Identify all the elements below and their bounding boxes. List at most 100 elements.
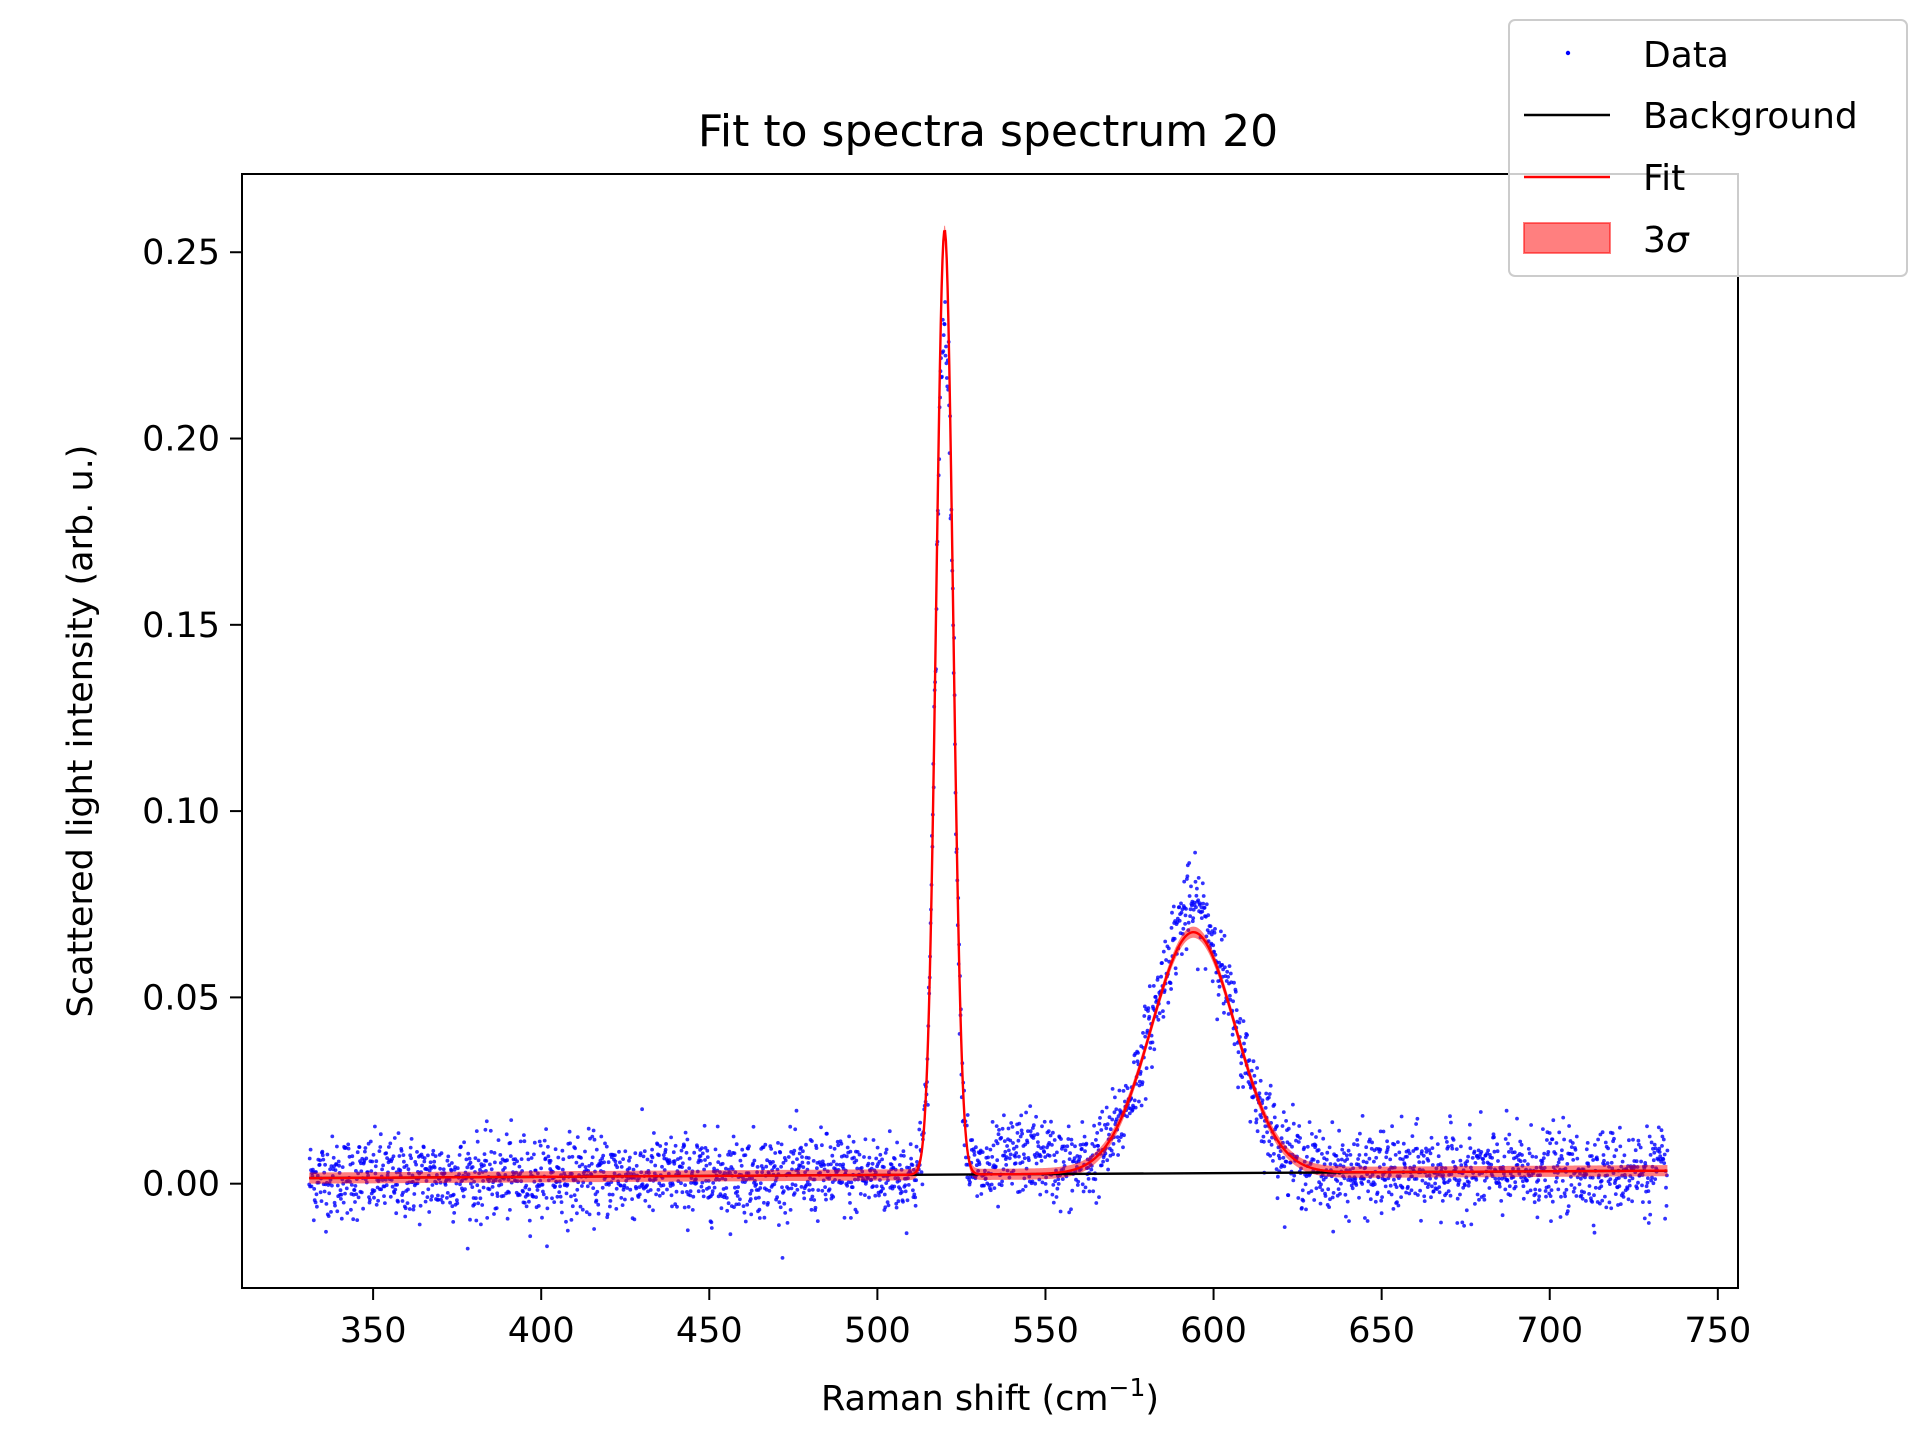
data-point: [1361, 1159, 1366, 1164]
data-point: [1362, 1176, 1366, 1181]
data-point: [1252, 1073, 1257, 1078]
data-point: [758, 1181, 763, 1186]
data-point: [795, 1187, 800, 1192]
data-point: [1297, 1124, 1302, 1128]
data-point: [1368, 1197, 1373, 1202]
data-point: [1163, 939, 1168, 944]
data-point: [1187, 894, 1192, 898]
data-point: [1067, 1210, 1072, 1215]
data-point: [1469, 1222, 1474, 1227]
data-point: [1664, 1185, 1668, 1190]
data-point: [1207, 930, 1211, 935]
data-point: [726, 1152, 730, 1157]
data-point: [1200, 909, 1205, 914]
data-point: [411, 1207, 416, 1212]
data-point: [333, 1203, 337, 1208]
data-point: [1584, 1147, 1589, 1152]
data-point: [567, 1129, 572, 1134]
data-point: [1217, 984, 1222, 989]
data-point: [1554, 1141, 1559, 1145]
data-point: [1608, 1177, 1613, 1181]
data-point: [1201, 894, 1206, 898]
data-point: [1593, 1185, 1598, 1190]
data-point: [1328, 1162, 1333, 1166]
data-point: [1194, 905, 1198, 910]
data-point: [705, 1148, 710, 1153]
data-point: [878, 1152, 883, 1157]
data-point: [315, 1204, 319, 1209]
data-point: [572, 1193, 577, 1197]
data-point: [1254, 1117, 1259, 1122]
data-point: [1599, 1184, 1604, 1189]
data-point: [664, 1142, 668, 1146]
data-point: [339, 1192, 344, 1197]
data-point: [753, 1196, 758, 1201]
data-point: [475, 1139, 480, 1144]
data-point: [574, 1160, 579, 1165]
data-point: [772, 1182, 777, 1187]
data-point: [1228, 971, 1233, 976]
chart-title: Fit to spectra spectrum 20: [698, 106, 1278, 157]
data-point: [1144, 1066, 1149, 1071]
data-point: [1024, 1110, 1028, 1115]
data-point: [776, 1141, 780, 1145]
data-point: [1070, 1188, 1075, 1193]
data-point: [1388, 1183, 1393, 1188]
data-point: [1497, 1181, 1502, 1186]
data-point: [1133, 1105, 1138, 1110]
data-point: [395, 1182, 399, 1187]
data-point: [638, 1151, 643, 1156]
data-point: [418, 1203, 423, 1208]
data-point: [397, 1154, 402, 1158]
data-point: [1612, 1154, 1617, 1159]
data-point: [788, 1208, 793, 1212]
data-point: [1505, 1178, 1510, 1183]
data-point: [1549, 1219, 1553, 1223]
data-point: [1345, 1199, 1350, 1204]
data-point: [1635, 1186, 1639, 1191]
data-point: [1562, 1191, 1567, 1196]
data-point: [669, 1193, 674, 1198]
data-point: [713, 1147, 718, 1152]
data-point: [1368, 1137, 1372, 1142]
data-point: [1585, 1141, 1590, 1145]
x-tick-label: 600: [1180, 1311, 1247, 1351]
data-point: [944, 361, 949, 366]
data-point: [1316, 1148, 1321, 1152]
data-point: [1053, 1179, 1057, 1184]
data-point: [1557, 1157, 1562, 1161]
data-point: [858, 1192, 863, 1196]
data-point: [681, 1161, 685, 1166]
data-point: [1061, 1160, 1066, 1164]
data-point: [1595, 1157, 1600, 1162]
data-point: [1646, 1221, 1651, 1225]
data-point: [1211, 943, 1216, 948]
data-point: [685, 1228, 690, 1233]
data-point: [333, 1168, 338, 1172]
data-point: [836, 1143, 841, 1148]
plot-area: [307, 225, 1670, 1260]
data-point: [381, 1163, 385, 1168]
data-point: [854, 1210, 859, 1215]
legend: Data Background Fit 3σ: [1508, 19, 1908, 277]
data-point: [802, 1196, 807, 1201]
data-point: [430, 1183, 435, 1187]
data-point: [1008, 1138, 1013, 1143]
data-point: [569, 1218, 574, 1222]
data-point: [584, 1210, 589, 1214]
data-point: [1526, 1162, 1530, 1167]
data-point: [1504, 1108, 1509, 1113]
data-point: [1407, 1151, 1412, 1156]
data-point: [1166, 946, 1171, 951]
data-point: [605, 1215, 610, 1220]
data-point: [807, 1188, 812, 1193]
data-point: [1355, 1143, 1360, 1147]
data-point: [427, 1210, 432, 1214]
data-point: [782, 1201, 787, 1206]
data-point: [1104, 1105, 1109, 1110]
data-point: [964, 1155, 968, 1160]
data-point: [1038, 1154, 1043, 1159]
data-point: [1379, 1211, 1384, 1216]
data-point: [580, 1184, 584, 1188]
data-point: [338, 1188, 343, 1193]
